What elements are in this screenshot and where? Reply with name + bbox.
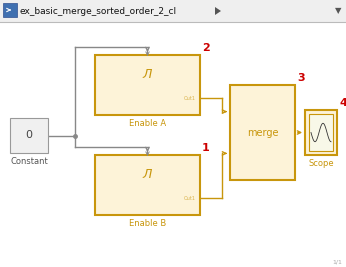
- Bar: [305, 110, 337, 155]
- Bar: [0, 0, 346, 22]
- Bar: [309, 114, 333, 151]
- Polygon shape: [215, 7, 221, 15]
- Text: 3: 3: [297, 73, 304, 83]
- Text: 4: 4: [339, 98, 346, 108]
- Bar: [95, 155, 200, 215]
- Text: 2: 2: [202, 43, 210, 53]
- Bar: [95, 55, 200, 115]
- Text: Out1: Out1: [184, 96, 196, 101]
- Text: ▼: ▼: [335, 6, 341, 15]
- Text: 0: 0: [26, 131, 33, 140]
- Bar: [10, 118, 48, 153]
- Text: ex_basic_merge_sorted_order_2_cl: ex_basic_merge_sorted_order_2_cl: [20, 6, 177, 15]
- Text: Enable B: Enable B: [129, 219, 166, 229]
- Text: Л: Л: [143, 68, 152, 81]
- Text: Out1: Out1: [184, 196, 196, 201]
- Text: Enable A: Enable A: [129, 120, 166, 128]
- Bar: [3, 3, 17, 17]
- Text: 1: 1: [202, 143, 210, 153]
- Text: Constant: Constant: [10, 158, 48, 167]
- Text: Scope: Scope: [308, 159, 334, 168]
- Text: Л: Л: [143, 168, 152, 181]
- Text: 1/1: 1/1: [332, 259, 342, 264]
- Bar: [230, 85, 295, 180]
- Text: merge: merge: [247, 128, 278, 138]
